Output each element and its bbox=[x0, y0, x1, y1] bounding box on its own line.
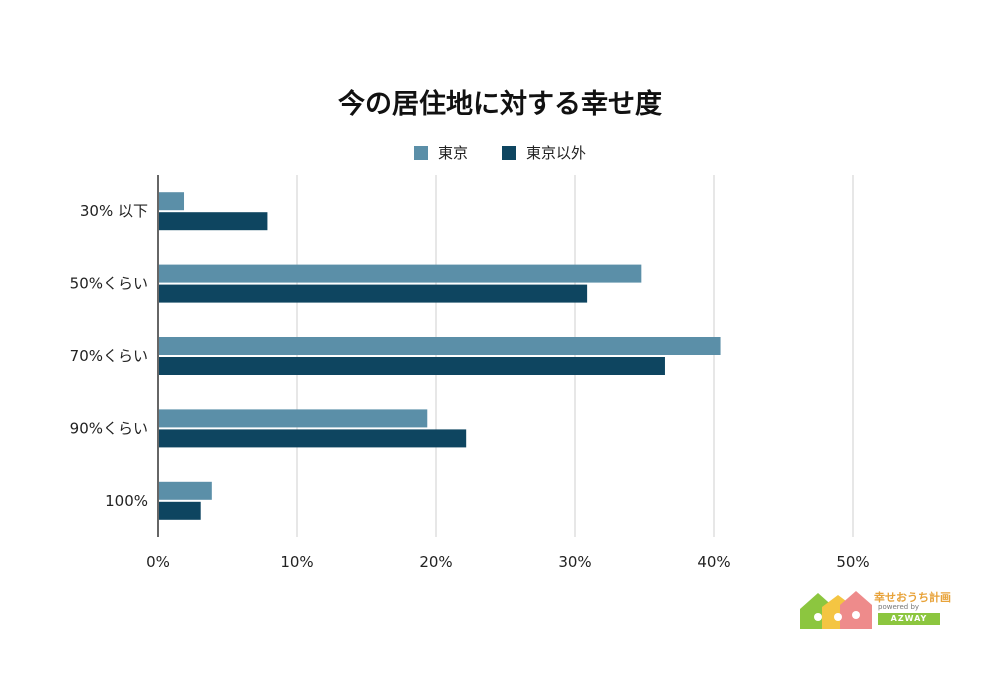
y-tick-label: 100% bbox=[105, 492, 148, 510]
bar bbox=[159, 501, 201, 520]
y-tick-label: 30% 以下 bbox=[80, 202, 148, 220]
bar bbox=[159, 409, 428, 428]
x-tick-label: 40% bbox=[697, 553, 730, 571]
legend-swatch-tokyo bbox=[413, 145, 428, 160]
legend-swatch-outside-tokyo bbox=[502, 145, 516, 160]
chart-title: 今の居住地に対する幸せ度 bbox=[338, 89, 662, 120]
legend-label-tokyo: 東京 bbox=[437, 144, 468, 162]
x-tick-label: 0% bbox=[146, 553, 170, 571]
x-tick-label: 10% bbox=[280, 553, 313, 571]
legend-item-outside-tokyo: 東京以外 bbox=[502, 142, 586, 163]
bar bbox=[159, 212, 268, 231]
logo-badge: AZWAY bbox=[878, 613, 940, 625]
bar bbox=[159, 429, 467, 448]
bar bbox=[159, 284, 588, 303]
y-tick-label: 70%くらい bbox=[70, 347, 148, 365]
bar bbox=[159, 481, 212, 500]
logo-brand-text: 幸せおうち計画 bbox=[874, 591, 951, 604]
y-tick-label: 90%くらい bbox=[70, 419, 148, 437]
bar bbox=[159, 264, 642, 283]
legend-item-tokyo: 東京 bbox=[413, 142, 468, 163]
x-tick-label: 20% bbox=[419, 553, 452, 571]
x-tick-label: 30% bbox=[558, 553, 591, 571]
y-tick-label: 50%くらい bbox=[70, 275, 148, 293]
house-logo-icon bbox=[800, 591, 872, 629]
legend-label-outside-tokyo: 東京以外 bbox=[526, 144, 587, 162]
logo-sub-text: powered by bbox=[878, 603, 920, 611]
bar bbox=[159, 357, 665, 375]
bar bbox=[159, 337, 721, 355]
bar bbox=[159, 192, 185, 211]
brand-logo: 幸せおうち計画 powered by AZWAY bbox=[796, 585, 966, 635]
legend: 東京 東京以外 bbox=[0, 142, 1000, 163]
x-tick-label: 50% bbox=[836, 553, 869, 571]
